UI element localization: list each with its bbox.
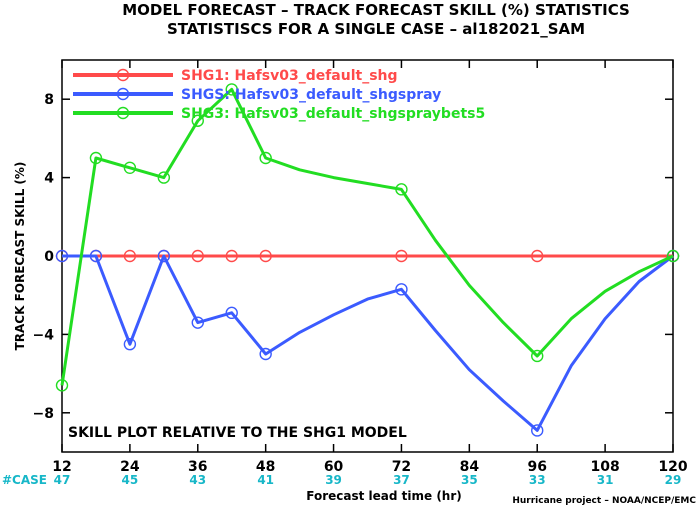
data-point-marker [123,161,137,175]
y-tick-label: −8 [33,406,54,422]
credit-text: Hurricane project – NOAA/NCEP/EMC [512,496,696,506]
legend-entry: SHG3: Hafsv03_default_shgspraybets5 [181,106,485,122]
case-counts: 47 45 43 41 39 37 35 33 31 29 [54,473,682,487]
x-tick-label: 96 [527,459,546,475]
legend-swatch-marker [116,87,130,101]
series-line [62,254,674,432]
x-tick-label: 60 [324,459,344,475]
case-count: 37 [393,473,410,487]
y-tick-label: 8 [44,92,54,108]
legend-swatch-marker [116,106,130,120]
data-point-marker [123,338,137,351]
data-point-marker [531,249,544,263]
y-tick-label: −4 [33,327,55,343]
x-tick-label: 72 [392,459,411,475]
chart-subtitle: STATISTISCS FOR A SINGLE CASE – al182021… [167,20,585,38]
data-point-marker [259,347,272,361]
case-count: 33 [529,473,546,487]
legend-entry: SHG1: Hafsv03_default_shg [181,68,398,84]
data-point-marker [191,114,204,127]
case-count: 41 [257,473,274,487]
data-point-marker [531,349,544,363]
data-point-marker [666,249,680,263]
y-axis: −8 −4 0 4 8 [33,92,673,422]
case-count-label: #CASE [2,473,47,487]
x-tick-label: 108 [590,459,619,475]
x-tick-label: 84 [460,459,480,475]
x-tick-label: 36 [188,459,207,475]
data-point-marker [157,171,171,184]
legend-swatch-marker [116,68,130,82]
y-axis-label: TRACK FORECAST SKILL (%) [13,162,27,351]
chart-title: MODEL FORECAST – TRACK FORECAST SKILL (%… [122,1,630,19]
case-count: 31 [597,473,614,487]
y-tick-label: 0 [44,249,54,265]
x-tick-label: 120 [658,459,687,475]
legend-entry: SHGS: Hafsv03_default_shgspray [181,87,441,103]
case-count: 29 [665,473,682,487]
case-count: 35 [461,473,478,487]
data-point-marker [395,283,408,296]
case-count: 39 [325,473,342,487]
data-point-marker [89,151,103,165]
series-line [60,87,674,386]
data-point-marker [395,249,408,263]
series-group [55,83,680,437]
data-point-marker [123,249,137,263]
x-tick-label: 24 [120,459,140,475]
data-point-marker [157,249,171,263]
data-point-marker [259,151,272,165]
data-point-marker [259,249,272,263]
x-axis: 12 24 36 48 60 72 84 96 108 120 [52,60,688,475]
data-point-marker [225,306,238,320]
case-count: 47 [54,473,71,487]
data-point-marker [225,249,238,263]
data-point-marker [191,316,204,329]
data-point-marker [225,83,238,96]
x-axis-label: Forecast lead time (hr) [306,489,462,503]
case-count: 45 [122,473,139,487]
case-count: 43 [189,473,206,487]
data-point-marker [395,183,408,196]
x-tick-label: 48 [256,459,275,475]
data-point-marker [55,249,69,263]
legend: SHG1: Hafsv03_default_shg SHGS: Hafsv03_d… [73,68,485,122]
x-tick-label: 12 [52,459,71,475]
skill-note: SKILL PLOT RELATIVE TO THE SHG1 MODEL [68,425,407,441]
data-point-marker [55,379,69,392]
data-point-marker [191,249,204,263]
data-point-marker [531,424,544,437]
data-point-marker [89,249,103,263]
y-tick-label: 4 [44,171,54,187]
